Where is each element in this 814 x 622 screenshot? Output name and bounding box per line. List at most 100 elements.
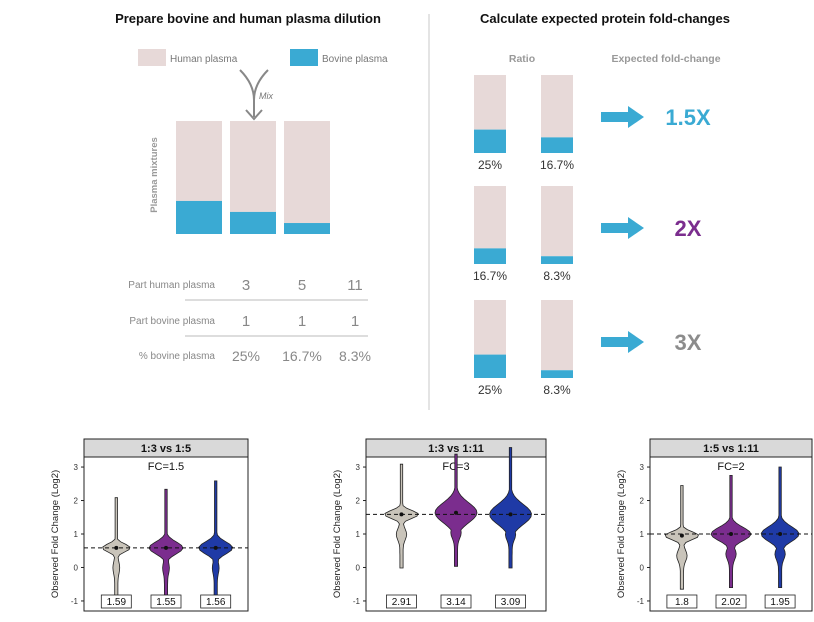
violin-blue (489, 447, 532, 569)
ratio-bar-human (474, 186, 506, 249)
violin-median-dot (778, 532, 783, 536)
median-label-box (150, 594, 182, 609)
median-label: 1.59 (107, 597, 127, 608)
ratio-rows: 25% 16.7% 1.5X 16.7% 8.3% 2X 25% 8.3% 3X (473, 75, 711, 397)
violin-median-dot (114, 545, 119, 550)
facet-title: 1:3 vs 1:5 (141, 443, 191, 455)
violin-blue (198, 480, 234, 602)
table-cell: 11 (347, 277, 363, 294)
legend-human-label: Human plasma (170, 54, 238, 65)
expected-fold-change: 3X (675, 330, 702, 355)
right-panel-title: Calculate expected protein fold-changes (480, 11, 730, 26)
y-tick-label: -1 (71, 597, 79, 606)
table-row-label: % bovine plasma (139, 351, 216, 362)
violin-charts: 1:3 vs 1:5 FC=1.5 -1 0 1 2 3 Observed Fold Chan… (50, 438, 813, 612)
violin-median-dot (164, 545, 168, 550)
y-axis-label: Observed Fold Change (Log2) (50, 470, 61, 598)
median-label-box (386, 594, 417, 609)
expected-fold-change: 2X (675, 216, 702, 241)
violin-purple (710, 474, 752, 588)
legend-bovine-swatch (290, 49, 318, 66)
median-label: 1.95 (770, 597, 790, 608)
median-label: 2.91 (392, 597, 412, 608)
y-tick-label: -1 (637, 597, 645, 606)
mix-arrow-head-icon (245, 100, 263, 121)
ratio-bar-bovine (541, 370, 573, 378)
median-label: 3.14 (446, 597, 466, 608)
ratio-percent-label: 25% (478, 158, 502, 172)
y-tick-label: -1 (353, 597, 361, 606)
y-tick-label: 0 (640, 563, 645, 572)
mixture-bar-human (230, 121, 276, 212)
table-cell: 3 (242, 277, 250, 294)
fc-annotation: FC=2 (717, 461, 744, 473)
y-tick-label: 2 (74, 497, 79, 506)
table-cell: 1 (298, 313, 306, 330)
plasma-mixtures-label: Plasma mixtures (149, 137, 160, 213)
median-label-box (764, 594, 796, 609)
y-tick-label: 2 (356, 497, 361, 506)
median-label: 1.55 (156, 597, 176, 608)
median-label-box (200, 594, 232, 609)
violin-median-dot (454, 510, 458, 515)
y-axis-label: Observed Fold Change (Log2) (332, 470, 343, 598)
y-tick-label: 1 (640, 530, 645, 539)
left-panel-title: Prepare bovine and human plasma dilution (115, 11, 381, 26)
table-cell: 25% (232, 348, 260, 364)
expected-fold-change: 1.5X (665, 105, 711, 130)
ratio-bar-human (474, 300, 506, 355)
y-tick-label: 3 (640, 463, 645, 472)
legend-bovine-label: Bovine plasma (322, 54, 388, 65)
mixture-bar-bovine (284, 223, 330, 234)
y-tick-label: 3 (356, 463, 361, 472)
right-arrow-icon (601, 106, 644, 128)
y-tick-label: 3 (74, 463, 79, 472)
legend-human-swatch (138, 49, 166, 66)
median-label: 1.56 (206, 597, 226, 608)
ratio-bar-bovine (541, 256, 573, 264)
right-arrow-icon (601, 331, 644, 353)
table-cell: 8.3% (339, 348, 371, 364)
y-tick-label: 1 (74, 530, 79, 539)
ratio-bar-bovine (541, 137, 573, 153)
fc-annotation: FC=1.5 (148, 461, 184, 473)
violin-median-dot (213, 545, 218, 550)
violin-chart: 1:5 vs 1:11 FC=2 -1 0 1 2 3 Observed Fold Chang… (616, 438, 813, 612)
ratio-percent-label: 25% (478, 383, 502, 397)
median-label-box (100, 594, 132, 609)
table-row-label: Part human plasma (128, 280, 215, 291)
median-label-box (666, 594, 698, 609)
y-tick-label: 0 (356, 563, 361, 572)
median-label: 3.09 (501, 597, 521, 608)
ratio-percent-label: 16.7% (473, 269, 507, 283)
plasma-mixture-bars (176, 121, 330, 234)
ratio-percent-label: 8.3% (543, 383, 571, 397)
table-cell: 16.7% (282, 348, 322, 364)
table-cell: 5 (298, 277, 306, 294)
ratio-bar-bovine (474, 129, 506, 153)
right-arrow-icon (601, 217, 644, 239)
ratio-bar-human (541, 186, 573, 257)
y-axis-label: Observed Fold Change (Log2) (616, 470, 627, 598)
violin-median-dot (508, 512, 513, 517)
ratio-bar-human (541, 300, 573, 371)
ratio-percent-label: 16.7% (540, 158, 574, 172)
ratio-bar-bovine (474, 354, 506, 378)
violin-chart: 1:3 vs 1:5 FC=1.5 -1 0 1 2 3 Observed Fold Chan… (50, 438, 249, 612)
ratio-header: Ratio (509, 53, 535, 65)
table-cell: 1 (242, 313, 250, 330)
ratio-bar-human (474, 75, 506, 130)
table-cell: 1 (351, 313, 359, 330)
fold-change-header: Expected fold-change (611, 53, 720, 65)
violin-purple (148, 488, 184, 602)
median-label: 2.02 (721, 597, 741, 608)
violin-blue (760, 466, 800, 588)
mixture-bar-bovine (176, 200, 222, 234)
ratio-bar-human (541, 75, 573, 138)
y-tick-label: 1 (356, 530, 361, 539)
y-tick-label: 0 (74, 563, 79, 572)
median-label-box (495, 594, 526, 609)
